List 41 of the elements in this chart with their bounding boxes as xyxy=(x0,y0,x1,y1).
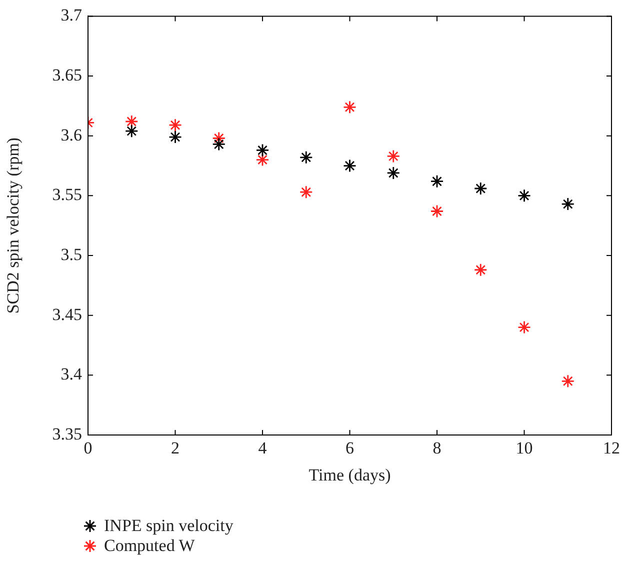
y-tick-label: 3.55 xyxy=(52,185,82,204)
point xyxy=(386,150,400,163)
y-tick-label: 3.6 xyxy=(60,125,82,144)
point xyxy=(212,132,226,145)
point xyxy=(299,150,313,164)
point xyxy=(124,124,138,138)
x-tick-label: 12 xyxy=(603,438,620,458)
y-tick-label: 3.7 xyxy=(60,6,82,25)
x-tick-label: 4 xyxy=(258,438,268,458)
point xyxy=(299,185,313,199)
y-tick-label: 3.5 xyxy=(60,244,82,264)
point xyxy=(518,320,531,334)
y-tick-label: 3.65 xyxy=(52,65,82,84)
point xyxy=(256,153,270,166)
point xyxy=(518,188,531,202)
x-tick-label: 10 xyxy=(516,438,533,458)
y-tick-label: 3.4 xyxy=(60,364,82,384)
x-tick-label: 2 xyxy=(171,438,180,458)
point xyxy=(343,100,356,114)
legend-label: INPE spin velocity xyxy=(104,516,234,536)
point xyxy=(430,174,444,188)
point xyxy=(430,204,444,218)
x-axis-title: Time (days) xyxy=(308,465,391,484)
legend-label: Computed W xyxy=(104,536,195,556)
point xyxy=(474,263,488,277)
y-tick-label: 3.45 xyxy=(52,304,82,324)
point xyxy=(212,138,226,151)
point xyxy=(256,144,270,157)
point xyxy=(168,130,182,144)
x-tick-label: 0 xyxy=(84,438,92,458)
point xyxy=(561,374,575,388)
point xyxy=(168,118,182,132)
point xyxy=(343,159,356,172)
point xyxy=(561,197,575,211)
y-axis-title: SCD2 spin velocity (rpm) xyxy=(4,138,23,314)
point xyxy=(386,166,400,180)
y-tick-label: 3.35 xyxy=(52,424,82,444)
point xyxy=(474,182,488,196)
x-tick-label: 6 xyxy=(346,438,354,458)
x-tick-label: 8 xyxy=(432,438,442,458)
point xyxy=(124,114,138,128)
